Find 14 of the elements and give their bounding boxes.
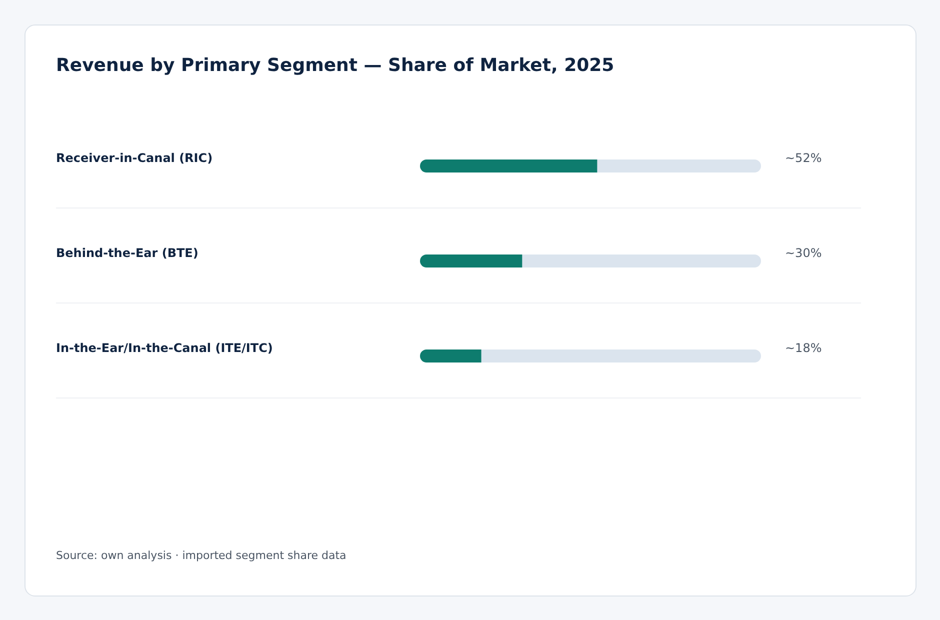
chart-title: Revenue by Primary Segment — Share of Market, 2025	[56, 55, 614, 76]
y-tick-label: In-the-Ear/In-the-Canal (ITE/ITC)	[56, 341, 273, 355]
data-label: ~30%	[785, 246, 822, 260]
bar	[522, 254, 761, 268]
bar	[597, 160, 761, 172]
source-note: Source: own analysis · imported segment share data	[56, 549, 346, 562]
bar	[420, 160, 598, 172]
y-tick-label: Receiver-in-Canal (RIC)	[56, 151, 213, 165]
bar	[420, 350, 482, 362]
bar	[420, 254, 522, 268]
bar	[481, 350, 761, 362]
data-label: ~52%	[785, 151, 822, 165]
y-tick-label: Behind-the-Ear (BTE)	[56, 246, 198, 260]
data-label: ~18%	[785, 341, 822, 355]
